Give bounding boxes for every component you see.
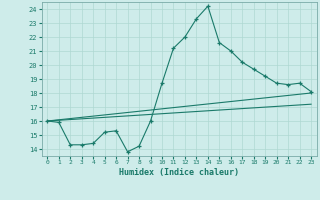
X-axis label: Humidex (Indice chaleur): Humidex (Indice chaleur) [119,168,239,177]
